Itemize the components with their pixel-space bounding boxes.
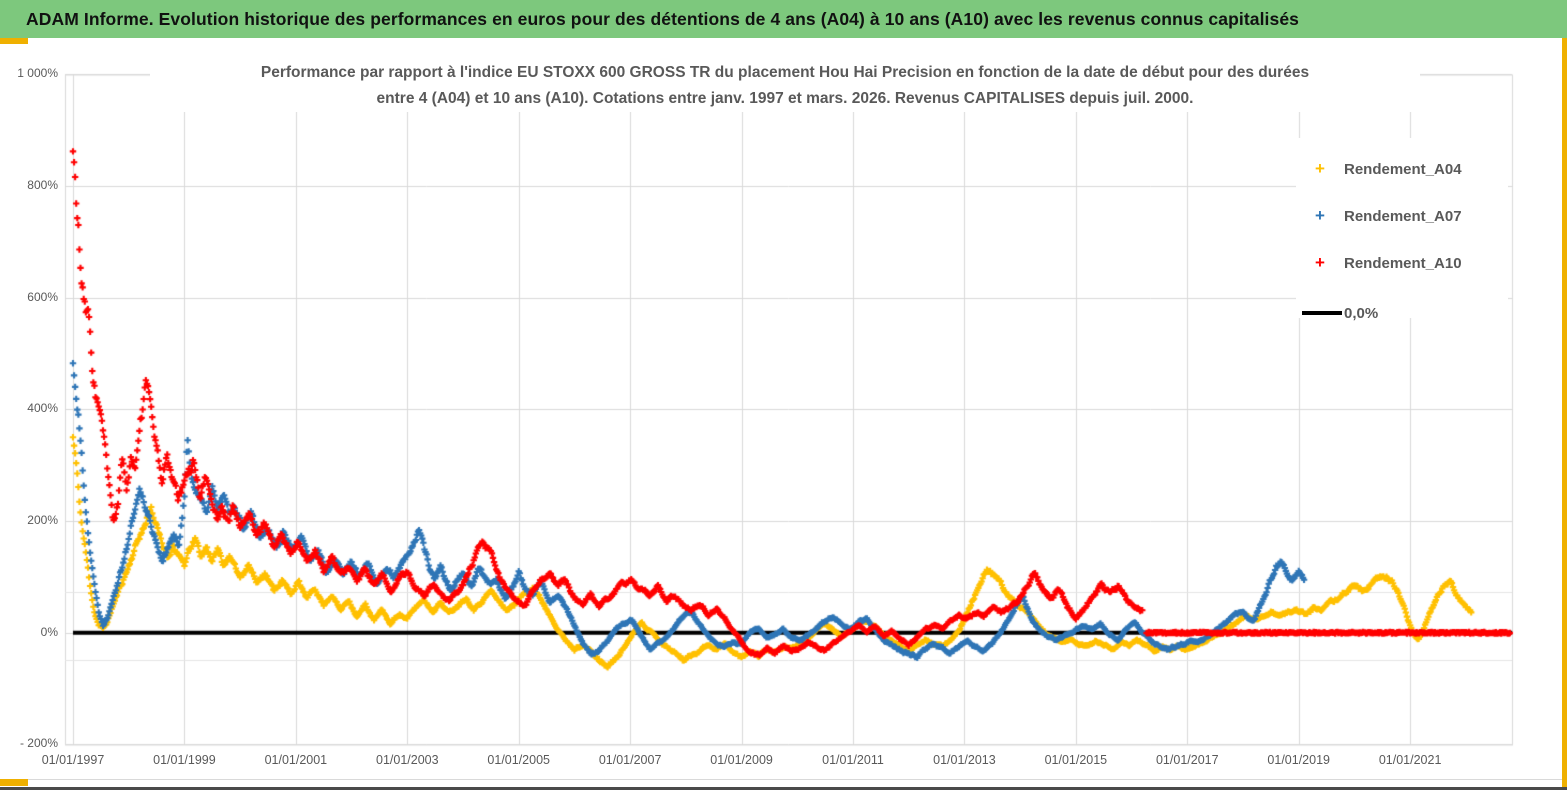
legend-label: Rendement_A04 [1344,160,1462,178]
frame-accent-bottom-left [0,779,28,786]
y-tick-label: 200% [27,513,58,528]
legend-item-0-0-: 0,0% [1296,298,1508,328]
plus-marker-icon: + [1315,159,1325,178]
plus-marker-icon: + [1315,206,1325,225]
y-tick-label: 600% [27,289,58,304]
x-tick-label: 01/01/2021 [1378,753,1442,767]
x-tick-label: 01/01/2019 [1267,753,1330,767]
bottom-edge [0,787,1567,790]
y-tick-label: 0% [40,624,58,639]
legend-label: 0,0% [1344,304,1379,322]
legend-item-rendement-a04: + Rendement_A04 [1296,154,1508,184]
x-tick-label: 01/01/1999 [153,753,216,767]
legend-zero-line-swatch [1302,311,1342,315]
legend-label: Rendement_A10 [1344,254,1462,272]
frame-accent-right [1562,38,1567,790]
legend: + Rendement_A04 + Rendement_A07 + Rendement_A… [1296,138,1508,322]
chart-title-line1: Performance par rapport à l'indice EU ST… [260,64,1310,81]
y-tick-label: 1 000% [17,66,58,81]
x-tick-label: 01/01/2007 [598,753,662,767]
frame-accent-top-left [0,38,28,44]
header-bar: ADAM Informe. Evolution historique des p… [0,0,1567,38]
x-tick-label: 01/01/2011 [822,753,884,767]
plus-marker-icon: + [1315,253,1325,272]
legend-item-rendement-a07: + Rendement_A07 [1296,201,1508,231]
x-tick-label: 01/01/2017 [1155,753,1219,767]
chart-title-line2: entre 4 (A04) et 10 ans (A10). Cotations… [376,90,1194,107]
legend-item-rendement-a10: + Rendement_A10 [1296,248,1508,278]
y-tick-label: 400% [27,401,58,416]
x-tick-label: 01/01/2003 [376,753,439,767]
bottom-rule [0,779,1567,780]
x-tick-label: 01/01/2013 [933,753,996,767]
legend-label: Rendement_A07 [1344,207,1462,225]
x-tick-label: 01/01/2009 [710,753,773,767]
chart-title: Performance par rapport à l'indice EU ST… [150,60,1420,112]
header-title: ADAM Informe. Evolution historique des p… [26,8,1300,29]
y-tick-label: 800% [27,178,58,193]
x-tick-label: 01/01/2005 [487,753,550,767]
y-tick-label: - 200% [19,736,58,751]
x-tick-label: 01/01/1997 [41,753,105,767]
x-tick-label: 01/01/2015 [1044,753,1108,767]
x-tick-label: 01/01/2001 [264,753,328,767]
